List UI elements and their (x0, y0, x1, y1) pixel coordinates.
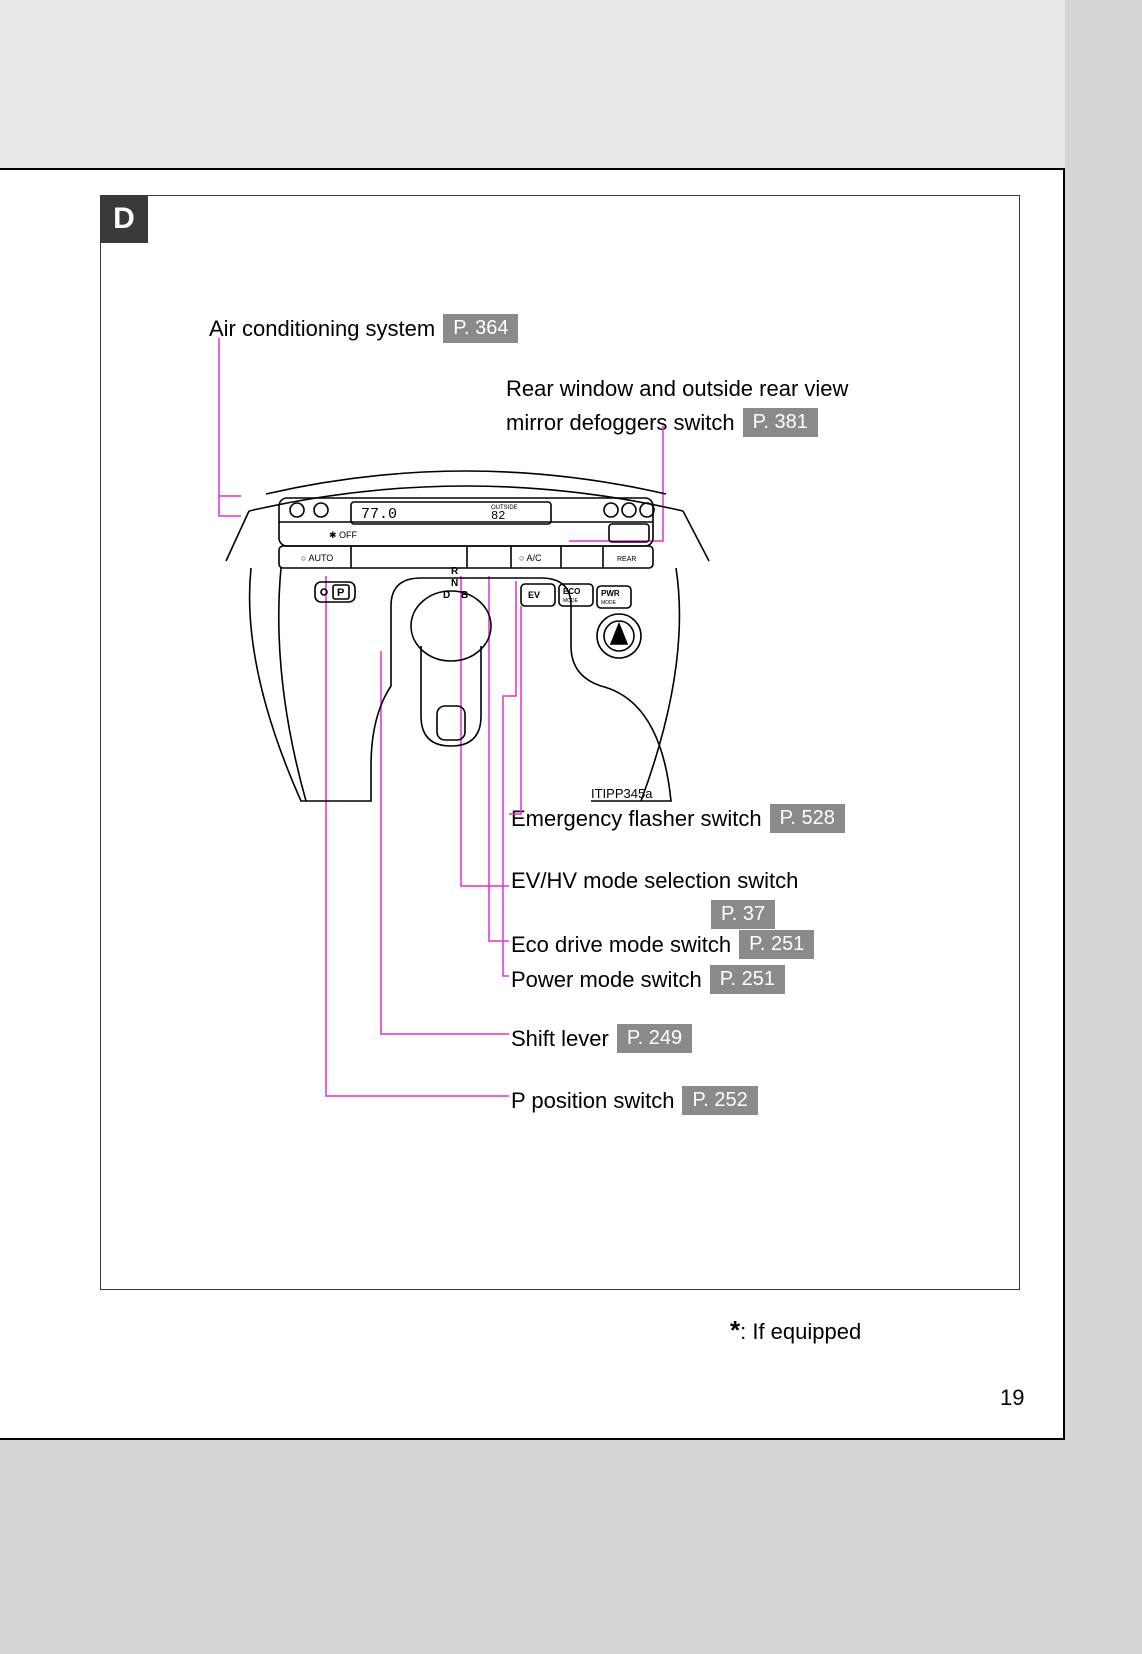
shift-r: R (451, 566, 459, 577)
shift-n: N (451, 578, 458, 589)
label-p-position-switch: P position switch P. 252 (511, 1086, 758, 1115)
label-text: EV/HV mode selection switch (511, 868, 798, 894)
page-ref: P. 381 (743, 408, 818, 437)
label-defogger: Rear window and outside rear view mirror… (506, 376, 848, 437)
eco-button-label: ECO (563, 587, 580, 596)
label-text: Eco drive mode switch (511, 932, 731, 958)
page-number: 19 (1000, 1385, 1024, 1411)
page-ref: P. 37 (711, 900, 775, 929)
label-air-conditioning: Air conditioning system P. 364 (209, 314, 518, 343)
footnote-text: : If equipped (740, 1319, 861, 1344)
label-text: Air conditioning system (209, 316, 435, 342)
diagram-panel: D Air conditioning system P. 364 Rear wi… (100, 195, 1020, 1290)
page-ref: P. 251 (739, 930, 814, 959)
page-ref: P. 251 (710, 965, 785, 994)
header-gray-band (0, 0, 1065, 170)
label-text: P position switch (511, 1088, 674, 1114)
manual-page: D Air conditioning system P. 364 Rear wi… (0, 0, 1065, 1440)
label-text: Emergency flasher switch (511, 806, 762, 832)
label-eco-switch: Eco drive mode switch P. 251 (511, 930, 814, 959)
label-text: Shift lever (511, 1026, 609, 1052)
page-ref: P. 528 (770, 804, 845, 833)
p-button-label: P (337, 587, 344, 599)
label-emergency-flasher: Emergency flasher switch P. 528 (511, 804, 845, 833)
page-ref: P. 252 (682, 1086, 757, 1115)
label-text: Power mode switch (511, 967, 702, 993)
ev-button-label: EV (528, 590, 540, 600)
center-console-diagram: 77.0 OUTSIDE 82 ✱ OFF ○ AUTO ○ A/C REAR … (211, 466, 721, 806)
auto-button-label: ○ AUTO (301, 553, 333, 563)
pwr-button-sub: MODE (601, 600, 617, 606)
shift-d: D (443, 590, 450, 601)
pwr-button-label: PWR (601, 589, 620, 598)
shift-b: B (461, 590, 468, 601)
page-ref: P. 249 (617, 1024, 692, 1053)
ac-button-label: ○ A/C (519, 553, 542, 563)
label-text: Rear window and outside rear view (506, 376, 848, 402)
page-ref: P. 364 (443, 314, 518, 343)
label-power-switch: Power mode switch P. 251 (511, 965, 785, 994)
rear-button-label: REAR (617, 556, 636, 563)
eco-button-sub: MODE (563, 598, 579, 604)
display-temp: 77.0 (361, 506, 397, 523)
label-ev-hv-switch: EV/HV mode selection switch P. 37 (511, 868, 798, 929)
label-shift-lever: Shift lever P. 249 (511, 1024, 692, 1053)
off-button-label: ✱ OFF (329, 530, 358, 540)
outside-temp: 82 (491, 509, 505, 523)
section-letter-tag: D (100, 195, 148, 243)
footnote-symbol: * (730, 1315, 740, 1345)
label-text: mirror defoggers switch (506, 410, 735, 436)
diagram-code: ITIPP345a (591, 786, 652, 801)
footnote: *: If equipped (730, 1315, 861, 1346)
